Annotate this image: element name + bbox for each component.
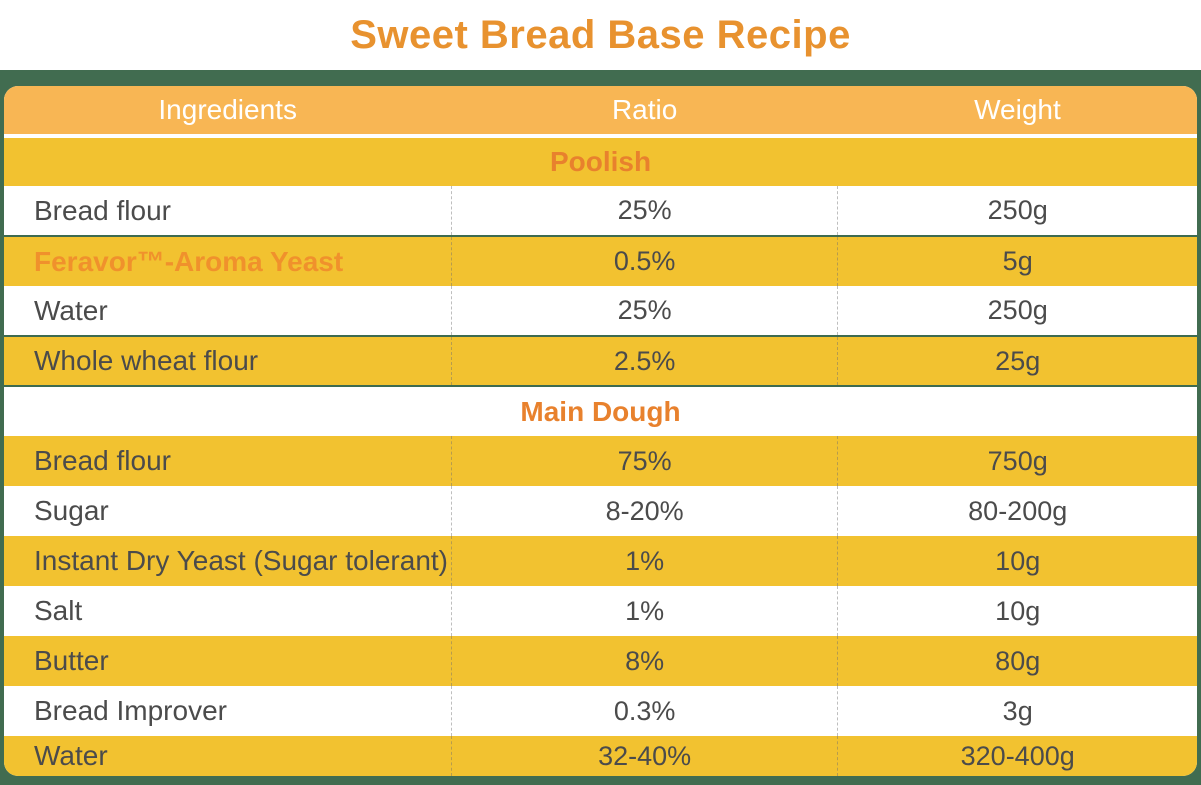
table-row: Water 25% 250g [4,286,1197,337]
ratio-cell: 2.5% [450,336,838,387]
table-backdrop: Ingredients Ratio Weight Poolish Bread f… [0,70,1201,785]
ratio-cell: 1% [450,586,838,636]
ingredient-cell: Whole wheat flour [4,336,452,387]
ratio-cell: 32-40% [450,736,838,776]
table-row: Instant Dry Yeast (Sugar tolerant) 1% 10… [4,536,1197,586]
table-row-feravor-highlight: Feravor™-Aroma Yeast 0.5% 5g [4,236,1197,286]
weight-cell: 250g [837,186,1197,237]
ratio-cell: 25% [450,186,838,237]
ratio-cell: 8% [450,636,838,686]
weight-cell: 320-400g [837,736,1197,776]
weight-cell: 3g [837,686,1197,736]
weight-cell: 25g [837,336,1197,387]
weight-cell: 10g [837,536,1197,586]
ratio-cell: 8-20% [450,486,838,536]
weight-cell: 80-200g [837,486,1197,536]
weight-cell: 750g [837,436,1197,486]
table-row: Salt 1% 10g [4,586,1197,636]
ingredient-cell: Instant Dry Yeast (Sugar tolerant) [4,536,452,586]
column-header-ingredients: Ingredients [4,86,452,138]
table-row: Sugar 8-20% 80-200g [4,486,1197,536]
section-title-label: Main Dough [4,386,1197,436]
column-header-weight: Weight [837,86,1197,138]
ingredient-cell: Feravor™-Aroma Yeast [4,236,452,286]
table-row: Whole wheat flour 2.5% 25g [4,336,1197,387]
table-row: Water 32-40% 320-400g [4,736,1197,776]
section-title-main-dough: Main Dough [4,386,1197,436]
table-row: Bread flour 25% 250g [4,186,1197,237]
ratio-cell: 0.5% [450,236,838,286]
section-title-label: Poolish [4,136,1197,186]
ingredient-cell: Bread flour [4,186,452,237]
ingredient-cell: Bread flour [4,436,452,486]
table-header-row: Ingredients Ratio Weight [4,86,1197,138]
recipe-table: Ingredients Ratio Weight Poolish Bread f… [4,86,1197,776]
section-title-poolish: Poolish [4,136,1197,186]
weight-cell: 5g [837,236,1197,286]
ratio-cell: 75% [450,436,838,486]
page-title: Sweet Bread Base Recipe [350,12,851,57]
weight-cell: 10g [837,586,1197,636]
weight-cell: 250g [837,286,1197,337]
title-band: Sweet Bread Base Recipe [0,0,1201,70]
ratio-cell: 1% [450,536,838,586]
table-row: Bread Improver 0.3% 3g [4,686,1197,736]
table-row: Bread flour 75% 750g [4,436,1197,486]
weight-cell: 80g [837,636,1197,686]
ingredient-cell: Water [4,286,452,337]
ingredient-cell: Bread Improver [4,686,452,736]
ratio-cell: 0.3% [450,686,838,736]
column-header-ratio: Ratio [451,86,838,138]
ingredient-cell: Water [4,736,452,776]
ingredient-cell: Butter [4,636,452,686]
ingredient-cell: Salt [4,586,452,636]
ingredient-cell: Sugar [4,486,452,536]
table-row: Butter 8% 80g [4,636,1197,686]
ratio-cell: 25% [450,286,838,337]
